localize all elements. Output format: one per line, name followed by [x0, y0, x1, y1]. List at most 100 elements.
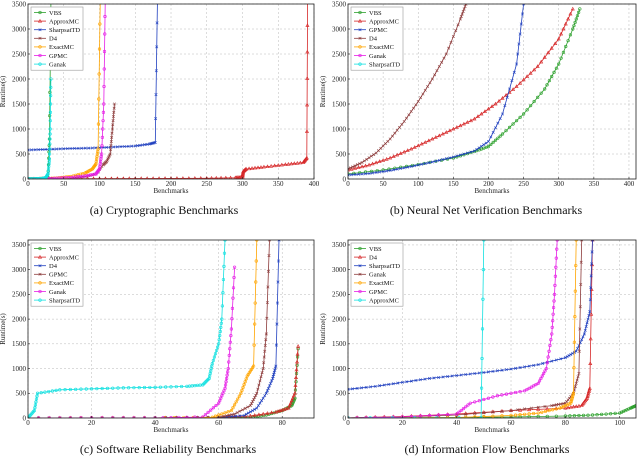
series-ganak-point — [226, 366, 230, 371]
series-approxmc-point — [269, 410, 274, 415]
series-sharpsattd-point — [477, 371, 481, 375]
series-ganak-point — [214, 403, 218, 408]
series-d4-point — [353, 164, 357, 168]
series-approxmc-point — [444, 130, 449, 134]
series-gpmc-point — [516, 52, 520, 56]
series-sharpsattd-point — [137, 385, 141, 390]
legend-label: D4 — [369, 36, 378, 43]
panel-caption: (d) Information Flow Benchmarks — [405, 442, 570, 456]
series-ganak-point — [473, 412, 477, 416]
series-approxmc-point — [480, 327, 485, 331]
series-sharpsattd-point — [391, 382, 395, 386]
series-sharpsattd-point — [154, 117, 158, 121]
series-sharpsattd-point — [387, 382, 391, 386]
x-tick-label: 50 — [380, 180, 388, 188]
series-d4-point — [274, 343, 278, 347]
series-approxmc-point — [276, 163, 281, 167]
series-sharpsattd-point — [509, 367, 513, 371]
series-gpmc-point — [551, 319, 555, 323]
legend-label: GPMC — [49, 272, 67, 279]
series-approxmc-point — [561, 26, 566, 31]
series-gpmc-point — [388, 168, 392, 173]
series-d4-point — [111, 123, 115, 127]
series-exactmc-point — [97, 97, 101, 101]
y-tick-label: 2500 — [12, 291, 27, 299]
legend-marker — [358, 272, 362, 276]
series-ganak-point — [48, 119, 52, 123]
series-gpmc-point — [83, 174, 87, 178]
legend-marker — [358, 53, 362, 58]
series-ganak-point — [48, 142, 52, 146]
series-sharpsattd-point — [179, 384, 184, 389]
series-gpmc-point — [382, 415, 386, 418]
x-tick-label: 40 — [453, 419, 461, 427]
series-ganak-point — [482, 411, 486, 415]
plot-area — [347, 3, 637, 180]
series-exactmc-point — [570, 398, 574, 402]
series-approxmc-point — [525, 74, 530, 78]
legend-label: SharpsatTD — [49, 27, 80, 34]
series-ganak-point — [574, 381, 578, 385]
series-d4-point — [253, 407, 257, 411]
series-gpmc-point — [364, 172, 368, 176]
legend-marker — [38, 45, 42, 49]
series-d4-point — [426, 84, 430, 89]
series-d4-point — [412, 106, 416, 110]
series-sharpsattd-point — [154, 69, 158, 73]
series-gpmc-point — [259, 375, 263, 379]
x-tick-label: 0 — [346, 419, 350, 427]
series-gpmc-point — [486, 396, 490, 400]
series-gpmc-point — [505, 95, 509, 99]
series-approxmc-point — [532, 67, 537, 72]
series-vbs-point — [595, 413, 599, 417]
series-d4-point — [568, 405, 573, 409]
series-d4-point — [588, 336, 593, 341]
series-ganak-point — [223, 386, 227, 390]
series-gpmc-point — [240, 408, 245, 412]
series-sharpsattd-point — [32, 408, 36, 413]
legend-label: SharpsatTD — [369, 61, 400, 68]
series-gpmc-point — [479, 144, 483, 148]
series-vbs-point — [552, 70, 556, 74]
series-approxmc-point — [304, 155, 309, 160]
series-exactmc-point — [571, 393, 575, 397]
series-approxmc-point — [248, 413, 253, 418]
x-tick-label: 0 — [26, 180, 30, 188]
series-approxmc-point — [261, 164, 266, 169]
series-sharpsattd-point — [589, 286, 593, 290]
series-ganak-point — [575, 378, 579, 382]
legend-label: D4 — [49, 263, 58, 270]
series-sharpsattd-point — [138, 143, 142, 147]
series-vbs-point — [613, 411, 617, 415]
series-approxmc-point — [482, 240, 486, 242]
series-gpmc-point — [252, 397, 256, 401]
series-vbs-point — [547, 79, 551, 83]
series-sharpsattd-point — [574, 349, 578, 353]
series-approxmc-point — [437, 133, 442, 138]
x-tick-label: 0 — [26, 419, 30, 427]
series-approxmc-point — [468, 118, 473, 123]
series-approxmc-point — [288, 400, 293, 405]
series-approxmc-point — [133, 176, 137, 179]
series-sharpsattd-point — [74, 387, 78, 391]
legend-marker — [38, 289, 42, 294]
series-sharpsattd-point — [33, 406, 37, 410]
series-sharpsattd-point — [587, 313, 591, 317]
series-gpmc-point — [357, 172, 361, 176]
legend-marker — [358, 264, 362, 268]
series-approxmc-point — [363, 163, 368, 168]
series-gpmc-point — [348, 173, 350, 177]
series-approxmc-point — [265, 164, 270, 168]
series-gpmc-point — [90, 173, 94, 177]
series-gpmc-point — [238, 409, 242, 413]
series-sharpsattd-point — [500, 368, 504, 372]
series-d4-point — [362, 159, 366, 163]
x-tick-label: 400 — [309, 180, 320, 188]
series-exactmc-point — [543, 409, 548, 414]
series-approxmc-point — [163, 176, 167, 179]
series-gpmc-point — [504, 392, 509, 396]
series-ganak-point — [227, 360, 231, 364]
panel-d: 0 20 40 60 80 1000500100015002000250030003500… — [319, 239, 637, 456]
series-gpmc-point — [473, 400, 477, 404]
legend-marker — [38, 53, 42, 58]
